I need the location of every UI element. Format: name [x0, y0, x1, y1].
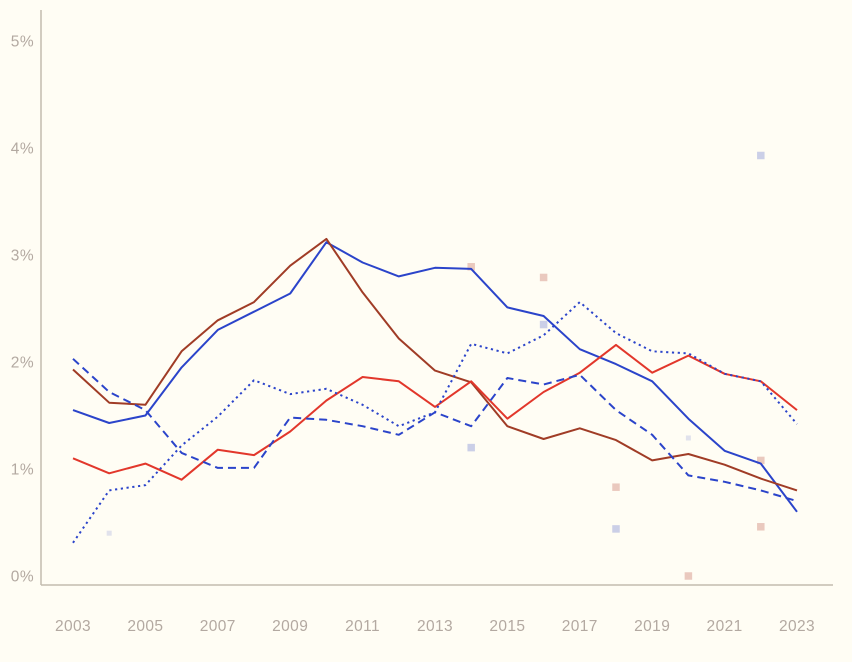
x-tick-label: 2013	[417, 618, 453, 635]
y-tick-label: 3%	[11, 248, 34, 265]
x-tick-label: 2015	[489, 618, 525, 635]
scatter-marker-pink	[612, 483, 620, 491]
series-solid-red-line	[72, 343, 798, 481]
series-solid-dark-red-line	[72, 237, 798, 492]
scatter-marker-pink	[467, 263, 475, 271]
x-tick-label: 2021	[707, 618, 743, 635]
scatter-marker-lavender	[106, 530, 112, 536]
x-tick-label: 2007	[200, 618, 236, 635]
scatter-marker-pink	[539, 273, 548, 282]
scatter-marker-lavender	[612, 525, 620, 533]
x-tick-label: 2011	[345, 618, 380, 635]
y-tick-label: 4%	[11, 141, 34, 158]
scatter-marker-pink	[757, 523, 765, 531]
series-solid-blue-line	[72, 241, 798, 513]
series-dotted-blue-line	[72, 301, 798, 544]
x-tick-label: 2009	[272, 618, 308, 635]
scatter-marker-lavender	[467, 443, 475, 452]
y-tick-label: 0%	[11, 569, 34, 586]
y-tick-label: 2%	[11, 355, 34, 372]
x-tick-label: 2005	[127, 618, 163, 635]
x-tick-label: 2017	[562, 618, 598, 635]
scatter-marker-pink	[684, 572, 693, 580]
y-tick-label: 1%	[11, 462, 34, 479]
scatter-marker-lavender	[757, 151, 765, 160]
x-tick-label: 2023	[779, 618, 815, 635]
x-tick-label: 2003	[55, 618, 91, 635]
scatter-marker-lavender	[685, 435, 691, 441]
scatter-marker-lavender	[539, 320, 548, 329]
scatter-marker-pink	[757, 456, 765, 465]
x-tick-label: 2019	[634, 618, 670, 635]
y-tick-label: 5%	[11, 34, 34, 51]
